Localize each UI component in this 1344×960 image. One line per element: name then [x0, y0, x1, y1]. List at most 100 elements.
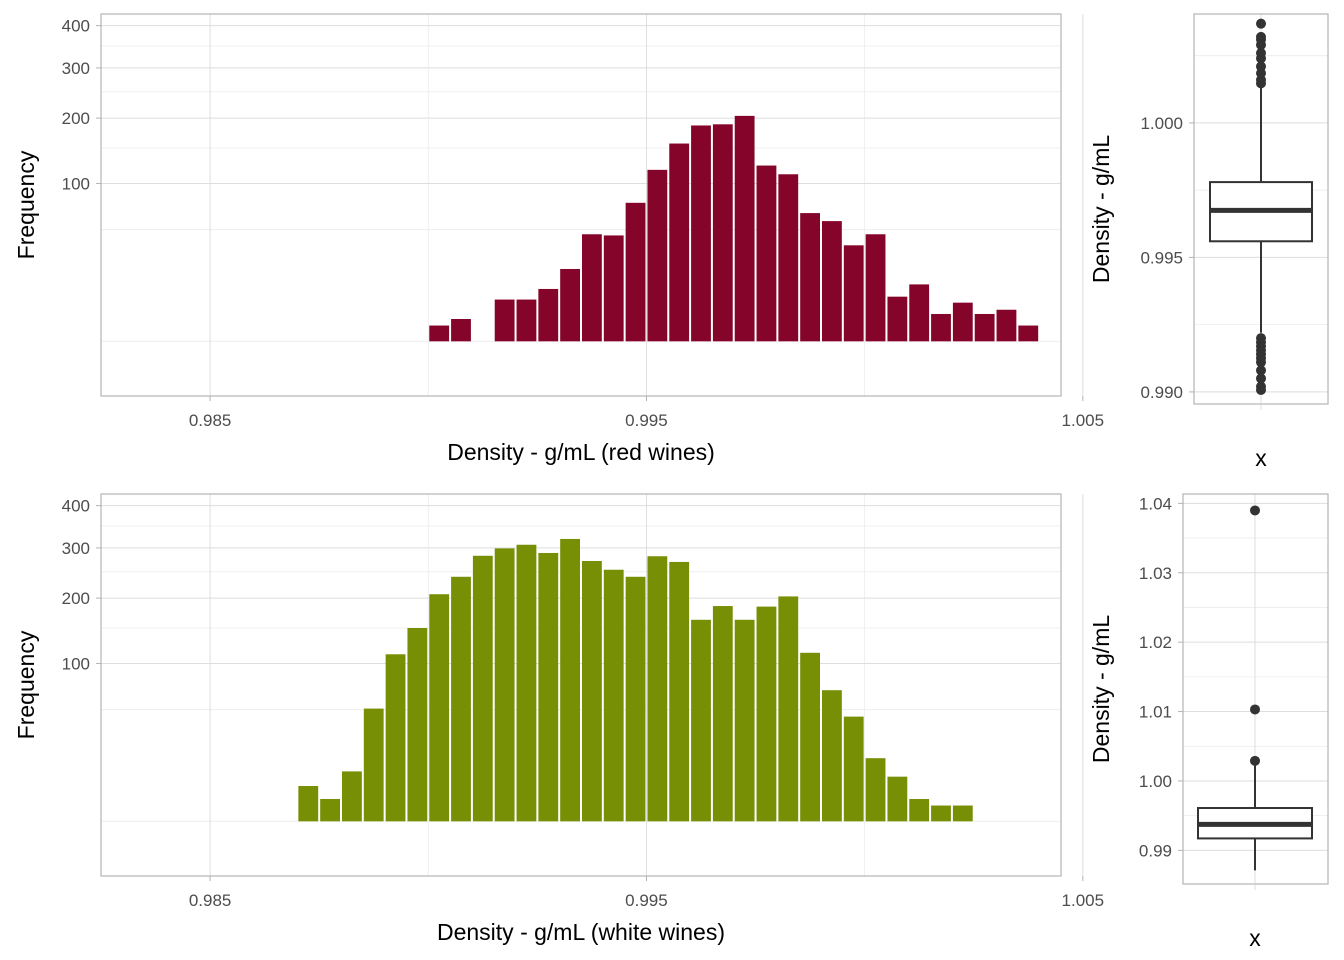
histogram-white-bar [429, 594, 450, 822]
histogram-white-bar [560, 538, 580, 822]
boxplot-red-ylabel: Density - g/mL [1088, 135, 1114, 283]
histogram-white-bar [778, 596, 799, 822]
histogram-white-xtick-label: 0.985 [189, 891, 232, 910]
histogram-white-bar [494, 548, 515, 822]
boxplot-white-ytick-label: 0.99 [1139, 841, 1172, 860]
histogram-white-yticks: 100 200 300 400 [62, 497, 101, 673]
histogram-white-bar [451, 576, 471, 822]
histogram-white-bar [909, 798, 930, 822]
histogram-red-bar [603, 235, 624, 342]
histogram-white-bar [756, 606, 777, 822]
histogram-white-panel: 100 200 300 400 0.985 0.995 1.005 Density - g… [13, 493, 1104, 945]
boxplot-white-yticks: 0.99 1.00 1.01 1.02 1.03 1.04 [1139, 494, 1183, 860]
histogram-red-bar [516, 299, 537, 342]
boxplot-red-panel: 0.990 0.995 1.000 x Density - g/mL [1088, 13, 1329, 471]
histogram-white-bar [734, 619, 755, 822]
histogram-white-bar [800, 652, 820, 822]
histogram-white-bar [669, 561, 690, 822]
histogram-white-bar [582, 560, 602, 822]
boxplot-white-outlier-point [1250, 755, 1260, 766]
histogram-red-bar [887, 296, 908, 342]
histogram-red-bar [865, 234, 886, 342]
boxplot-red-body [1209, 18, 1313, 396]
histogram-red-xtick-label: 0.995 [625, 411, 668, 430]
histogram-white-frame [100, 493, 1062, 877]
histogram-red-bar [952, 302, 973, 342]
histogram-white-bar [952, 805, 973, 822]
boxplot-white-xlabel: x [1249, 925, 1261, 951]
histogram-white-ytick-label: 200 [62, 589, 90, 608]
histogram-red-ytick-label: 300 [62, 59, 90, 78]
histogram-white-bar [625, 576, 646, 822]
histogram-white-grid [101, 494, 1084, 876]
histogram-red-bar [931, 313, 951, 342]
histogram-red-xlabel: Density - g/mL (red wines) [447, 439, 715, 465]
boxplot-white-outlier-point [1250, 704, 1260, 715]
histogram-white-ytick-label: 300 [62, 539, 90, 558]
histogram-red-ytick-label: 400 [62, 17, 90, 36]
histogram-white-bars [298, 538, 973, 822]
histogram-white-bar [472, 555, 493, 822]
histogram-white-bar [298, 786, 319, 822]
boxplot-red-yticks: 0.990 0.995 1.000 [1140, 114, 1194, 402]
boxplot-white-ytick-label: 1.00 [1139, 772, 1172, 791]
histogram-red-bar [734, 115, 755, 342]
boxplot-white-panel: 0.99 1.00 1.01 1.02 1.03 1.04 x Density - g/m… [1088, 493, 1329, 951]
boxplot-white-ytick-label: 1.03 [1139, 564, 1172, 583]
histogram-red-ylabel: Frequency [13, 150, 39, 259]
histogram-white-bar [407, 627, 428, 822]
boxplot-red-ytick-label: 1.000 [1140, 114, 1183, 133]
histogram-white-bar [843, 716, 864, 822]
histogram-white-xtick-label: 0.995 [625, 891, 668, 910]
histogram-red-bar [1018, 325, 1039, 342]
histogram-white-ytick-label: 400 [62, 497, 90, 516]
boxplot-red-ytick-label: 0.990 [1140, 383, 1183, 402]
histogram-red-bar [996, 309, 1017, 342]
histogram-white-bar [320, 798, 340, 822]
histogram-red-bar [560, 268, 580, 342]
histogram-red-bar [712, 124, 733, 342]
histogram-red-bar [843, 245, 864, 342]
histogram-red-bar [494, 299, 515, 342]
boxplot-red-outlier-point [1256, 48, 1266, 58]
histogram-red-bar [582, 234, 602, 342]
histogram-red-bar [538, 288, 559, 342]
boxplot-white-outlier-point [1250, 505, 1260, 516]
histogram-red-bar [756, 165, 777, 342]
histogram-red-yticks: 100 200 300 400 [62, 17, 101, 193]
histogram-white-xtick-label: 1.005 [1062, 891, 1105, 910]
histogram-red-bar [691, 125, 711, 342]
histogram-red-xticks: 0.985 0.995 1.005 [189, 396, 1104, 430]
histogram-red-bar [429, 325, 450, 342]
boxplot-red-xlabel: x [1255, 445, 1267, 471]
histogram-white-bar [865, 758, 886, 822]
boxplot-red-ytick-label: 0.995 [1140, 248, 1183, 267]
histogram-red-bars [429, 115, 1039, 342]
boxplot-red-outlier-point [1256, 365, 1266, 376]
boxplot-white-ytick-label: 1.01 [1139, 703, 1172, 722]
histogram-white-bar [887, 776, 908, 822]
boxplot-white-body [1197, 505, 1313, 871]
histogram-white-bar [342, 771, 362, 822]
histogram-red-xtick-label: 0.985 [189, 411, 232, 430]
boxplot-red-outlier-point [1256, 61, 1266, 72]
histogram-white-bar [712, 606, 733, 822]
histogram-white-xlabel: Density - g/mL (white wines) [437, 919, 725, 945]
histogram-white-bar [647, 556, 668, 822]
histogram-red-xtick-label: 1.005 [1062, 411, 1105, 430]
histogram-red-bar [647, 169, 668, 342]
histogram-red-bar [625, 202, 646, 342]
boxplot-red-outlier-point [1256, 31, 1266, 42]
histogram-red-bar [451, 318, 471, 342]
histogram-red-frame [100, 13, 1062, 397]
histogram-white-xticks: 0.985 0.995 1.005 [189, 876, 1104, 910]
histogram-red-bar [974, 313, 995, 342]
histogram-red-bar [909, 284, 930, 342]
histogram-red-grid [101, 14, 1084, 396]
boxplot-red-outlier-point [1256, 373, 1266, 384]
boxplot-white-ytick-label: 1.04 [1139, 494, 1172, 513]
boxplot-red-outlier-point [1256, 333, 1266, 344]
boxplot-white-ylabel: Density - g/mL [1088, 615, 1114, 763]
histogram-red-bar [778, 174, 799, 342]
